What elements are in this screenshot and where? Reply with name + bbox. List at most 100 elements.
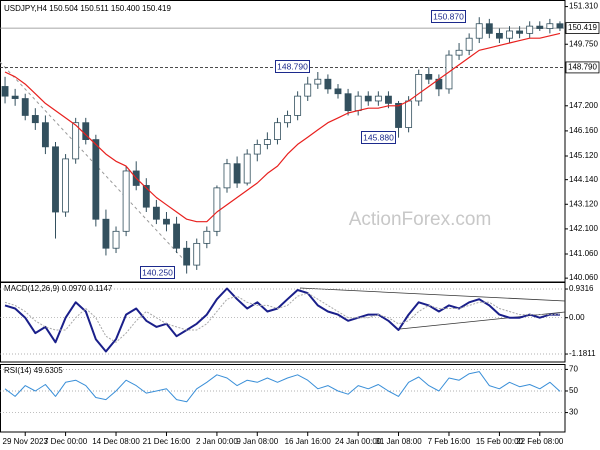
rsi-panel-frame: [0, 364, 566, 433]
level-box: [565, 61, 600, 74]
candle-body: [344, 93, 352, 112]
candle-body: [62, 158, 70, 213]
annotation: 148.790: [275, 60, 310, 73]
candle-body: [405, 100, 413, 128]
candle-body: [213, 187, 221, 232]
x-tick-label: 22 Feb 08:00: [516, 437, 564, 446]
y-tick-label: 149.750: [569, 39, 598, 48]
candle-body: [495, 32, 503, 39]
candle-body: [465, 37, 473, 51]
series-line: [4, 292, 561, 343]
last-price-box: [565, 22, 600, 34]
candle-body: [11, 95, 19, 99]
candle-body: [506, 30, 513, 39]
candle-body: [102, 218, 110, 249]
x-tick-label: 7 Feb 16:00: [428, 437, 471, 446]
y-tick-label: 141.060: [569, 249, 598, 258]
y-tick-label: 30: [569, 408, 578, 417]
candle-body: [21, 98, 29, 116]
candle-body: [92, 139, 100, 220]
candle-body: [173, 223, 180, 249]
candle-body: [485, 23, 493, 34]
candle-body: [122, 170, 130, 232]
candle-body: [526, 25, 534, 34]
y-tick-label: 50: [569, 386, 578, 395]
candle-body: [233, 163, 241, 184]
x-tick-label: 29 Nov 2023: [3, 437, 49, 446]
candle-body: [284, 115, 291, 124]
annotation: 140.250: [140, 266, 175, 279]
candle-body: [274, 122, 281, 140]
candle-body: [152, 206, 160, 220]
x-tick-label: 16 Jan 16:00: [285, 437, 332, 446]
series-line: [4, 32, 561, 223]
annotation: 145.880: [361, 131, 396, 144]
annotation: 150.870: [431, 10, 466, 23]
candle-body: [304, 83, 312, 97]
x-tick-label: 24 Jan 00:00: [335, 437, 382, 446]
candle-body: [243, 153, 251, 184]
candle-body: [395, 102, 402, 128]
candle-body: [223, 163, 231, 189]
y-tick-label: 142.100: [569, 224, 598, 233]
macd-panel-frame: [0, 282, 566, 363]
series-line: [4, 287, 560, 353]
candle-body: [334, 88, 342, 95]
y-tick-label: 0.9316: [569, 284, 594, 293]
x-tick-label: 9 Jan 08:00: [236, 437, 278, 446]
series-line: [4, 371, 561, 403]
candle-body: [203, 230, 211, 244]
candle-body: [294, 95, 302, 116]
annotation-box: [431, 10, 466, 23]
annotation-text: 145.880: [363, 132, 394, 142]
y-tick-label: 70: [569, 365, 578, 374]
candle-body: [385, 95, 392, 104]
y-tick-label: 145.120: [569, 151, 598, 160]
x-tick-label: 15 Feb 00:00: [476, 437, 524, 446]
last-price-label: 150.419: [568, 23, 597, 32]
y-tick-label: 151.310: [569, 2, 598, 11]
y-tick-label: 140.060: [569, 273, 598, 282]
candle-body: [475, 23, 483, 39]
candle-body: [415, 74, 423, 102]
watermark-layer: ActionForex.com: [349, 209, 492, 230]
candle-body: [263, 139, 271, 145]
annotation-text: 150.870: [433, 11, 464, 21]
candle-body: [1, 86, 9, 97]
x-tick-label: 7 Dec 00:00: [44, 437, 88, 446]
trend-line: [299, 287, 566, 302]
candle-body: [455, 49, 463, 56]
candle-body: [52, 146, 59, 213]
candle-body: [314, 78, 322, 85]
y-tick-label: -1.1811: [569, 349, 596, 358]
y-tick-label: 144.140: [569, 175, 598, 184]
y-tick-label: 0.00: [569, 313, 585, 322]
x-tick-label: 31 Jan 08:00: [375, 437, 422, 446]
candle-body: [193, 242, 201, 266]
candle-body: [41, 122, 49, 148]
y-tick-label: 147.200: [569, 101, 598, 110]
annotation-box: [275, 60, 310, 73]
candle-body: [253, 144, 261, 155]
watermark: ActionForex.com: [349, 209, 492, 230]
candle-body: [425, 74, 433, 80]
candle-body: [374, 95, 382, 102]
annotation-box: [140, 266, 175, 279]
candle-body: [354, 95, 362, 112]
candle-body: [163, 218, 170, 225]
candle-body: [72, 122, 80, 160]
panel-title: RSI(14) 49.6305: [4, 366, 63, 375]
y-tick-label: 146.160: [569, 126, 598, 135]
candle-body: [556, 23, 564, 29]
panel-title: USDJPY,H4 150.504 150.511 150.400 150.41…: [4, 4, 172, 13]
candle-body: [536, 25, 544, 29]
annotation-box: [361, 131, 396, 144]
y-tick-label: 143.120: [569, 199, 598, 208]
candle-body: [364, 95, 372, 102]
x-tick-label: 21 Dec 16:00: [143, 437, 191, 446]
candle-body: [546, 23, 554, 29]
candle-body: [516, 30, 524, 34]
